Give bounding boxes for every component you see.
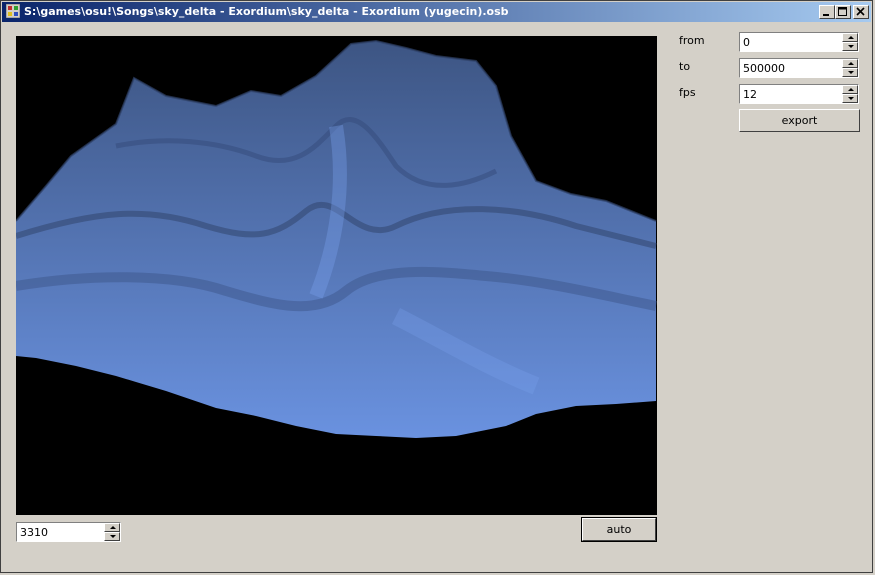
minimize-button[interactable]: [819, 5, 835, 19]
time-spinner[interactable]: 3310: [16, 522, 121, 542]
fps-spinner[interactable]: 12: [739, 84, 859, 104]
terrain-render: [16, 39, 657, 438]
to-spinner[interactable]: 500000: [739, 58, 859, 78]
title-bar[interactable]: S:\games\osu!\Songs\sky_delta - Exordium…: [2, 2, 871, 22]
time-up-arrow[interactable]: [104, 523, 120, 532]
close-button[interactable]: [853, 5, 869, 19]
to-spinner-arrows[interactable]: [842, 59, 858, 77]
time-down-arrow[interactable]: [104, 532, 120, 541]
window-title: S:\games\osu!\Songs\sky_delta - Exordium…: [24, 5, 509, 18]
from-spinner-arrows[interactable]: [842, 33, 858, 51]
from-label: from: [679, 34, 705, 47]
render-viewport[interactable]: [16, 36, 657, 515]
fps-spinner-arrows[interactable]: [842, 85, 858, 103]
to-value[interactable]: 500000: [743, 62, 785, 75]
to-label: to: [679, 60, 691, 73]
minimize-icon: [823, 14, 829, 16]
from-up-arrow[interactable]: [842, 33, 858, 42]
app-icon: [6, 4, 20, 18]
export-button[interactable]: export: [739, 109, 860, 132]
from-value[interactable]: 0: [743, 36, 750, 49]
auto-button[interactable]: auto: [581, 517, 657, 542]
to-down-arrow[interactable]: [842, 68, 858, 77]
close-icon: [856, 7, 865, 16]
fps-label: fps: [679, 86, 696, 99]
fps-down-arrow[interactable]: [842, 94, 858, 103]
to-up-arrow[interactable]: [842, 59, 858, 68]
maximize-button[interactable]: [835, 5, 851, 19]
time-spinner-arrows[interactable]: [104, 523, 120, 541]
from-down-arrow[interactable]: [842, 42, 858, 51]
fps-value[interactable]: 12: [743, 88, 757, 101]
from-spinner[interactable]: 0: [739, 32, 859, 52]
time-value[interactable]: 3310: [20, 526, 48, 539]
maximize-icon: [838, 7, 847, 16]
fps-up-arrow[interactable]: [842, 85, 858, 94]
